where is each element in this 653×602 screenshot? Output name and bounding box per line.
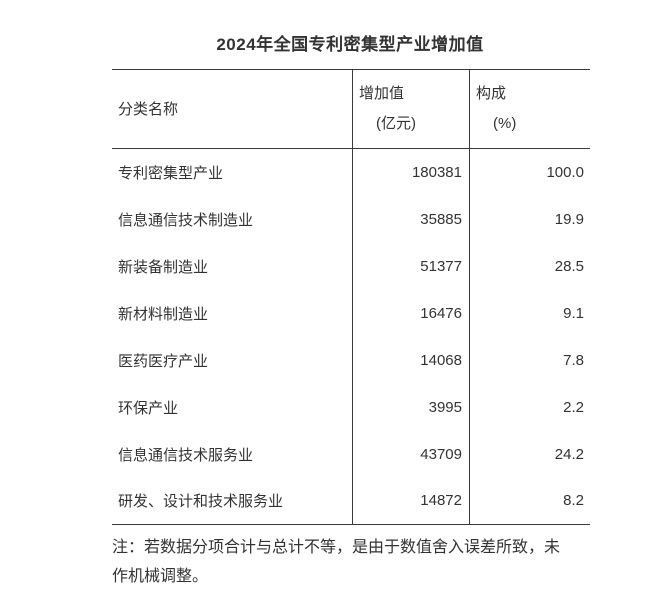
header-share-unit: (%) <box>493 115 517 132</box>
header-share-label: 构成 <box>476 85 507 102</box>
category-cell: 专利密集型产业 <box>118 164 224 182</box>
share-cell: 100.0 <box>469 148 590 196</box>
category-cell: 新装备制造业 <box>118 258 209 276</box>
value-cell: 51377 <box>352 242 470 290</box>
header-value-label: 增加值 <box>359 85 405 102</box>
value-cell: 14872 <box>352 477 470 525</box>
value-cell: 180381 <box>352 148 470 196</box>
footnote-line: 作机械调整。 <box>112 568 209 585</box>
share-cell: 28.5 <box>469 242 590 290</box>
footnote-line: 注：若数据分项合计与总计不等，是由于数值舍入误差所致，未 <box>112 539 561 556</box>
table-footnote: 注：若数据分项合计与总计不等，是由于数值舍入误差所致，未 作机械调整。 <box>112 533 594 591</box>
category-cell: 研发、设计和技术服务业 <box>112 477 353 525</box>
patent-industry-table: 分类名称 增加值 (亿元) 构成 (%) 专利密集型产业 180381 100.… <box>112 69 590 525</box>
category-cell: 环保产业 <box>118 399 179 417</box>
header-category: 分类名称 <box>112 69 353 149</box>
category-cell: 信息通信技术制造业 <box>118 211 254 229</box>
category-cell: 医药医疗产业 <box>118 352 209 370</box>
table-row: 专利密集型产业 180381 100.0 <box>112 148 590 196</box>
share-cell: 9.1 <box>469 289 590 337</box>
header-row: 分类名称 增加值 (亿元) 构成 (%) <box>112 69 590 149</box>
share-cell: 24.2 <box>469 430 590 478</box>
table-title: 2024年全国专利密集型产业增加值 <box>216 35 484 54</box>
share-cell: 8.2 <box>469 477 590 525</box>
table-row: 新材料制造业 16476 9.1 <box>112 289 590 337</box>
value-cell: 3995 <box>352 383 470 431</box>
category-cell: 信息通信技术服务业 <box>118 446 254 464</box>
category-cell: 新材料制造业 <box>118 305 209 323</box>
value-cell: 16476 <box>352 289 470 337</box>
value-cell: 43709 <box>352 430 470 478</box>
header-category-label: 分类名称 <box>118 100 179 118</box>
table-row: 环保产业 3995 2.2 <box>112 383 590 431</box>
header-value: 增加值 (亿元) <box>352 69 470 149</box>
table-row: 信息通信技术服务业 43709 24.2 <box>112 430 590 478</box>
table-row: 医药医疗产业 14068 7.8 <box>112 336 590 384</box>
table-row: 新装备制造业 51377 28.5 <box>112 242 590 290</box>
header-value-unit: (亿元) <box>376 115 416 132</box>
table-header: 分类名称 增加值 (亿元) 构成 (%) <box>112 69 590 149</box>
value-cell: 35885 <box>352 195 470 243</box>
share-cell: 7.8 <box>469 336 590 384</box>
table-body: 专利密集型产业 180381 100.0 信息通信技术制造业 35885 19.… <box>112 148 590 525</box>
value-cell: 14068 <box>352 336 470 384</box>
header-share: 构成 (%) <box>469 69 590 149</box>
share-cell: 19.9 <box>469 195 590 243</box>
share-cell: 2.2 <box>469 383 590 431</box>
table-row: 研发、设计和技术服务业 14872 8.2 <box>112 477 590 525</box>
table-row: 信息通信技术制造业 35885 19.9 <box>112 195 590 243</box>
